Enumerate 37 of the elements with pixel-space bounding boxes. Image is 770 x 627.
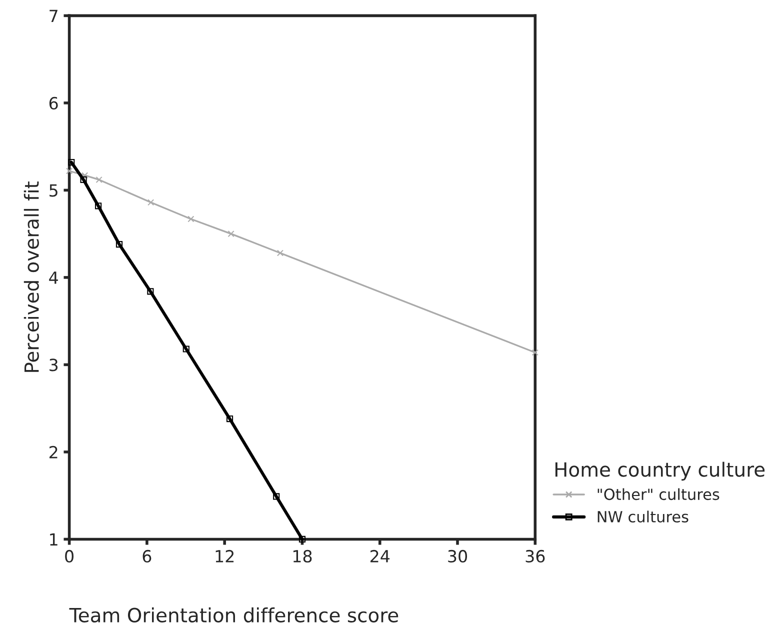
x-tick-label: 30 <box>448 550 468 563</box>
legend-label: NW cultures <box>598 510 688 523</box>
y-axis-title: Perceived overall fit <box>24 182 39 372</box>
x-tick-label: 12 <box>216 550 234 562</box>
point <box>182 346 190 352</box>
point <box>82 172 88 179</box>
y-tick-label: 4 <box>49 272 58 284</box>
x-tick-label: 0 <box>65 550 74 563</box>
legend-label: "Other" cultures <box>598 488 720 500</box>
point <box>148 199 154 206</box>
y-tick-label: 7 <box>50 10 58 22</box>
point <box>147 288 154 295</box>
x-tick-label: 18 <box>293 550 312 563</box>
y-tick-label: 3 <box>50 358 58 372</box>
point <box>94 202 102 210</box>
line-series <box>68 158 306 543</box>
x-tick-label: 24 <box>370 550 390 562</box>
point <box>273 493 280 500</box>
point <box>116 240 123 248</box>
point <box>188 216 194 222</box>
point <box>66 168 73 174</box>
point <box>532 349 538 356</box>
x-tick-label: 6 <box>142 550 152 563</box>
point <box>68 158 75 166</box>
y-tick-label: 1 <box>50 533 58 546</box>
point <box>226 416 234 422</box>
point <box>96 176 102 184</box>
x-tick-label: 36 <box>526 550 545 563</box>
legend-title: Home country culture <box>555 462 765 481</box>
point <box>298 536 306 543</box>
point <box>276 250 284 256</box>
y-tick-label: 5 <box>50 184 58 197</box>
point <box>228 230 234 238</box>
y-tick-label: 6 <box>49 96 58 110</box>
point <box>80 176 87 184</box>
x-axis-title: Team Orientation difference score <box>69 607 398 622</box>
y-tick-label: 2 <box>50 446 58 458</box>
